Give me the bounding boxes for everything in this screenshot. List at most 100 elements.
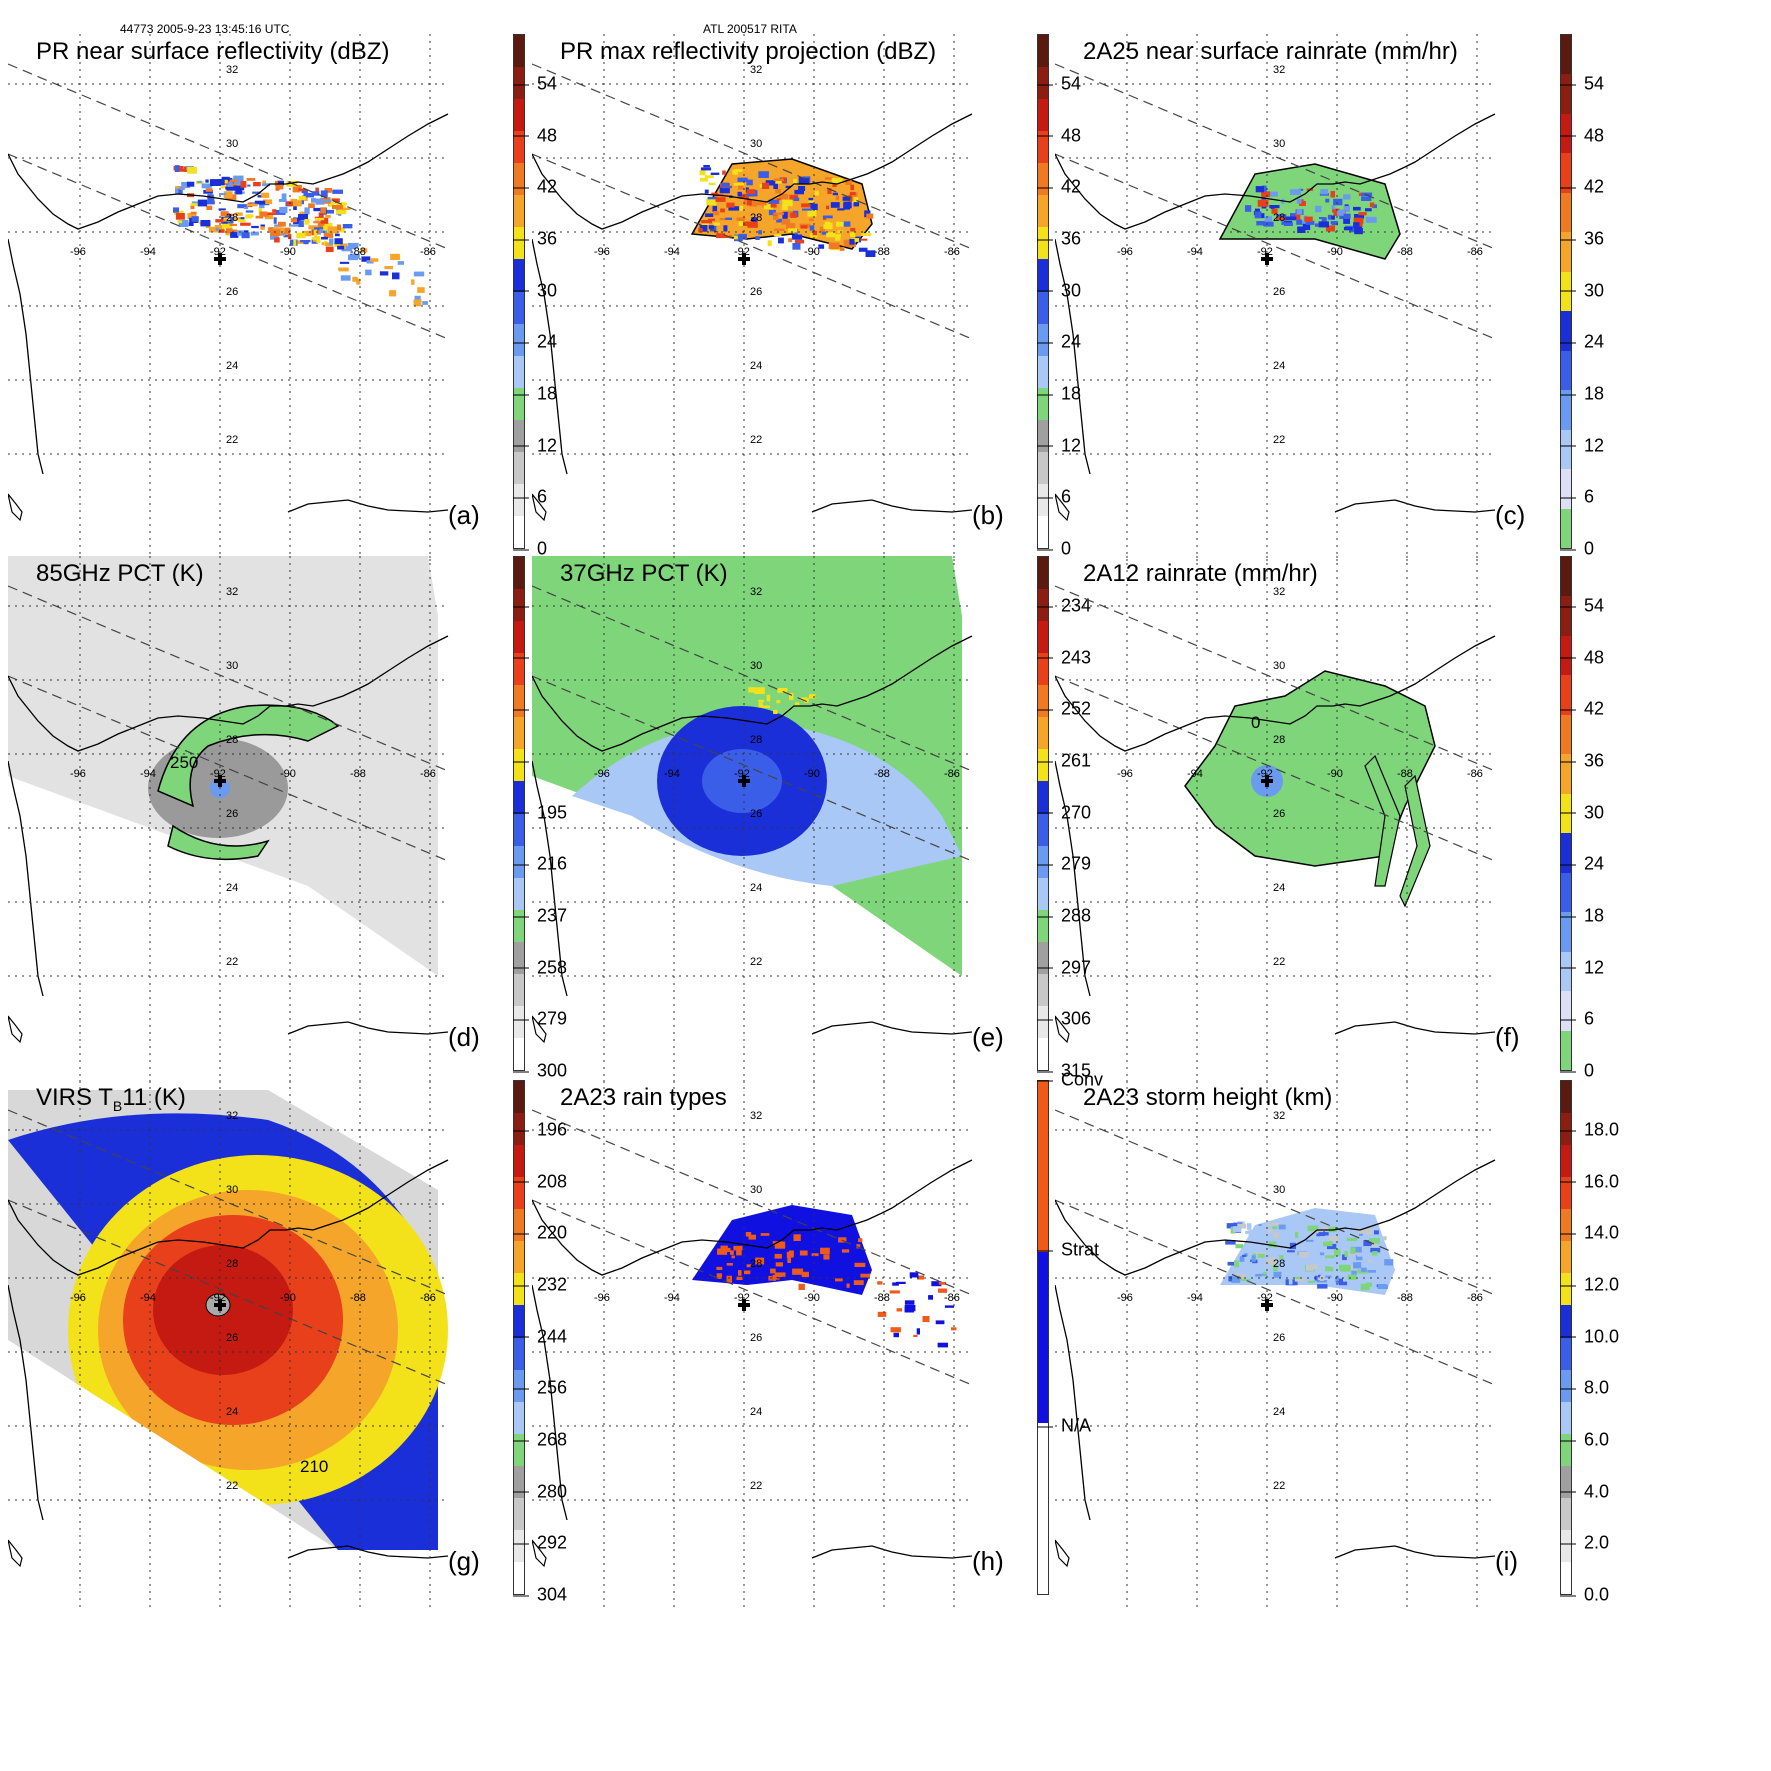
lon-label: -96 [70,1292,86,1304]
lat-label: 22 [1273,1480,1286,1492]
lat-label: 24 [1273,360,1286,372]
lat-label: 32 [750,1110,763,1122]
lon-label: -88 [1397,768,1413,780]
lat-lon-grid [532,556,972,1086]
map-g: 210 [8,1080,508,1610]
lon-label: -96 [1117,246,1133,258]
lon-label: -96 [70,768,86,780]
island-outline [8,1015,23,1044]
colorbar-tick: 0 [1037,539,1071,560]
colorbar-h [1037,1080,1049,1595]
colorbar-tick: 24 [1560,854,1604,875]
colorbar-tick: 6 [1560,487,1594,508]
colorbar-tick: 6.0 [1560,1430,1609,1451]
lat-label: 26 [226,1332,239,1344]
lat-label: 30 [750,138,763,150]
storm-center-marker [738,1299,750,1311]
panel-g: 210 -96 -94 -92 -90 -88 -86 32 30 28 26 24 22 VIRS TB… [8,1080,567,1610]
panel-label-h: (h) [972,1546,1004,1576]
lat-label: 24 [226,360,239,372]
colorbar-tick: 18 [1560,384,1604,405]
lat-label: 22 [226,434,239,446]
lat-label: 24 [226,882,239,894]
colorbar-ticks-i: 18.0 16.0 14.0 12.0 10.0 8.0 6.0 4.0 2.0 0.0 [1560,1080,1640,1605]
yucatan-coast [287,1545,449,1559]
colorbar-tick: 48 [513,125,557,146]
lon-label: -90 [1327,768,1343,780]
lat-lon-grid [8,556,448,1086]
colorbar-tick: 208 [513,1171,567,1192]
lon-label: -92 [210,768,226,780]
colorbar-tick: 36 [1560,229,1604,250]
colorbar-tick: 288 [1037,906,1091,927]
lon-label: -86 [420,246,436,258]
contour-label: 250 [170,753,198,772]
map-h [532,1080,1032,1610]
lon-label: -96 [594,768,610,780]
coastline [8,635,449,997]
map-b [532,34,1032,564]
colorbar-tick: 304 [513,1585,567,1606]
lat-label: 30 [226,138,239,150]
title-suffix: 11 (K) [122,1084,186,1111]
colorbar-tick: 279 [1037,854,1091,875]
lat-lon-grid [8,1080,448,1610]
rain-cells [1245,185,1377,235]
lat-label: 24 [1273,1406,1286,1418]
colorbar-tick: 16.0 [1560,1171,1619,1192]
coastline [1055,1159,1496,1521]
colorbar-tick: 12.0 [1560,1275,1619,1296]
lat-label: 28 [750,212,763,224]
colorbar-tick: 10.0 [1560,1326,1619,1347]
lat-label: 26 [1273,808,1286,820]
lon-label: -86 [1467,1292,1483,1304]
panel-title-h: 2A23 rain types [560,1084,727,1111]
colorbar-tick: 12 [1037,435,1081,456]
panel-label-e: (e) [972,1022,1004,1052]
lat-lon-grid [1055,1080,1495,1610]
lat-label: 24 [750,882,763,894]
colorbar-tick: 6 [1560,1009,1594,1030]
lat-label: 28 [1273,212,1286,224]
lon-label: -90 [280,768,296,780]
colorbar-tick: 280 [513,1481,567,1502]
island-outline [532,493,547,522]
outer-band-cells [329,238,428,307]
lat-label: 22 [1273,434,1286,446]
storm-center-marker [214,1299,226,1311]
lat-label: 26 [1273,1332,1286,1344]
lat-label: 30 [1273,1184,1286,1196]
panel-e: -96 -94 -92 -90 -88 -86 32 30 28 26 24 22 37GHz PCT … [532,556,1091,1086]
colorbar-tick: 54 [1560,596,1604,617]
panel-title-e: 37GHz PCT (K) [560,560,728,587]
panel-c: -96 -94 -92 -90 -88 -86 32 30 28 26 24 22 2A25 near … [1055,34,1604,564]
lon-label: -92 [734,768,750,780]
lon-label: -94 [1187,768,1203,780]
storm-center-marker [1261,775,1273,787]
colorbar-tick: 0 [1560,1061,1594,1082]
yucatan-coast [811,499,973,513]
colorbar-tick: 42 [1037,177,1081,198]
panel-label-a: (a) [448,500,480,530]
colorbar-tick: 196 [513,1120,567,1141]
lon-label: -88 [874,768,890,780]
colorbar-tick: 216 [513,854,567,875]
lon-label: -96 [594,1292,610,1304]
storm-height-cells [1225,1221,1394,1291]
yucatan-coast [1334,1545,1496,1559]
lat-label: 28 [750,1258,763,1270]
lon-label: -96 [1117,1292,1133,1304]
yucatan-coast [1334,499,1496,513]
colorbar-tick: 54 [1560,74,1604,95]
panel-title-g: VIRS TB11 (K) [36,1084,186,1114]
lon-label: -88 [350,768,366,780]
panel-h: -96 -94 -92 -90 -88 -86 32 30 28 26 24 22 2A23 rain … [532,1070,1103,1610]
lat-label: 24 [750,1406,763,1418]
coastline [532,635,973,997]
coastline [532,113,973,475]
colorbar-tick: 261 [1037,751,1091,772]
yucatan-coast [287,499,449,513]
colorbar-tick: 24 [1037,332,1081,353]
lon-label: -90 [280,246,296,258]
lat-label: 30 [750,660,763,672]
